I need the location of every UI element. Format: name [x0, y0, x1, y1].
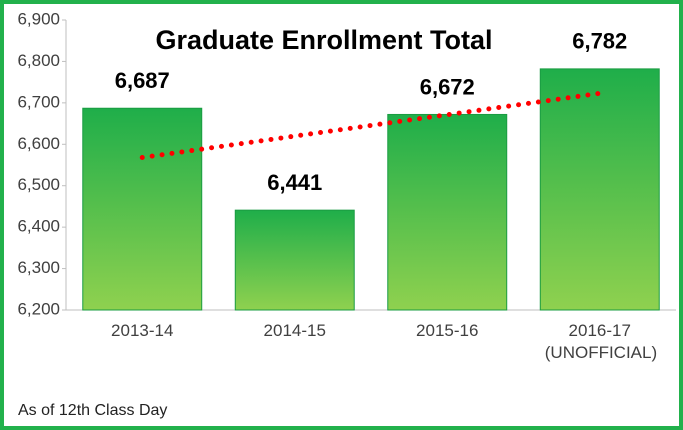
y-tick-label: 6,900: [17, 9, 60, 28]
y-tick-label: 6,500: [17, 175, 60, 194]
y-tick-label: 6,200: [17, 299, 60, 318]
footnote: As of 12th Class Day: [18, 402, 168, 419]
trendline: [139, 90, 603, 161]
chart: 6,200 6,300 6,400 6,500 6,600 6,700 6,800 6,900…: [17, 9, 676, 318]
value-label: 6,441: [267, 170, 322, 195]
x-tick-label: 2016-17 (UNOFFICIAL): [544, 321, 658, 362]
value-label: 6,687: [115, 68, 170, 93]
x-tick-label: 2013-14: [111, 321, 174, 340]
value-label: 6,782: [572, 29, 627, 54]
y-tick-label: 6,700: [17, 92, 60, 111]
bar: [539, 68, 660, 311]
y-tick-label: 6,300: [17, 258, 60, 277]
x-tick-label: 2015-16: [416, 321, 479, 340]
y-tick-label: 6,800: [17, 51, 60, 70]
bar: [82, 107, 203, 311]
x-tick-label: 2014-15: [263, 321, 326, 340]
y-tick-label: 6,400: [17, 217, 60, 236]
value-label: 6,672: [420, 74, 475, 99]
bar: [234, 209, 355, 311]
chart-title: Graduate Enrollment Total: [155, 25, 492, 55]
y-tick-label: 6,600: [17, 134, 60, 153]
bar: [387, 113, 508, 311]
